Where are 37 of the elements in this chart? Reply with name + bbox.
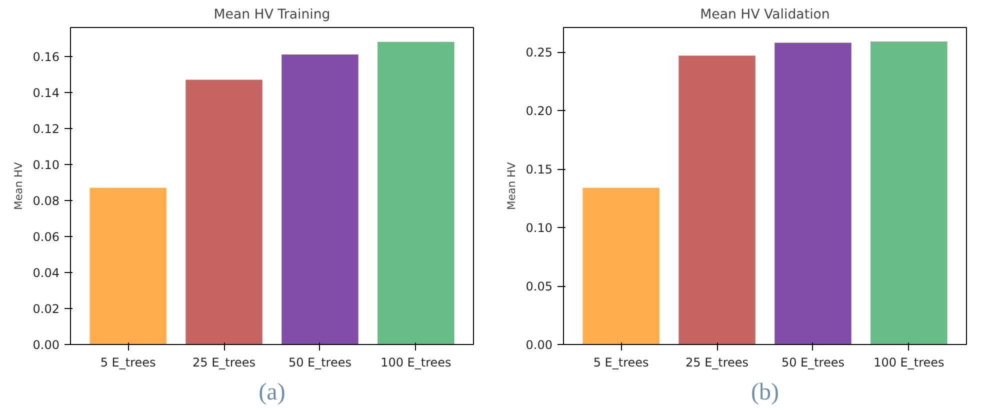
bar bbox=[678, 56, 756, 344]
y-tick-label: 0.12 bbox=[32, 122, 60, 136]
y-tick-label: 0.00 bbox=[32, 338, 60, 352]
x-tick-label: 5 E_trees bbox=[100, 356, 156, 370]
bar bbox=[186, 80, 262, 344]
y-tick-label: 0.25 bbox=[526, 46, 552, 60]
bar bbox=[378, 42, 454, 344]
y-axis-title: Mean HV bbox=[504, 161, 518, 210]
y-tick-label: 0.16 bbox=[32, 50, 60, 64]
y-tick-label: 0.00 bbox=[526, 338, 552, 352]
y-tick-label: 0.10 bbox=[526, 221, 552, 236]
y-tick-label: 0.04 bbox=[32, 266, 60, 280]
y-tick-label: 0.15 bbox=[526, 162, 552, 177]
bar bbox=[870, 42, 948, 344]
chart-title: Mean HV Validation bbox=[700, 8, 830, 22]
x-tick-label: 50 E_trees bbox=[288, 356, 352, 370]
bar bbox=[774, 42, 852, 344]
y-tick-label: 0.02 bbox=[32, 302, 60, 316]
text: (a) bbox=[258, 380, 286, 406]
y-axis-title: Mean HV bbox=[12, 161, 25, 210]
y-tick-label: 0.14 bbox=[32, 86, 60, 100]
y-tick-label: 0.10 bbox=[32, 158, 60, 172]
x-tick-label: 25 E_trees bbox=[685, 356, 749, 370]
bar bbox=[90, 188, 166, 344]
chart-title: Mean HV Training bbox=[214, 8, 330, 22]
x-tick-label: 25 E_trees bbox=[192, 356, 256, 370]
bar bbox=[282, 54, 358, 344]
y-tick-label: 0.06 bbox=[32, 230, 60, 244]
y-tick-label: 0.08 bbox=[32, 194, 60, 208]
y-tick-label: 0.20 bbox=[526, 104, 552, 118]
x-tick-label: 100 E_trees bbox=[874, 356, 944, 370]
y-tick-label: 0.05 bbox=[526, 280, 552, 294]
x-tick-label: 50 E_trees bbox=[781, 356, 845, 370]
x-tick-label: 100 E_trees bbox=[380, 356, 452, 370]
x-tick-label: 5 E_trees bbox=[593, 356, 649, 370]
text: (b) bbox=[751, 380, 779, 406]
bar bbox=[582, 188, 660, 344]
